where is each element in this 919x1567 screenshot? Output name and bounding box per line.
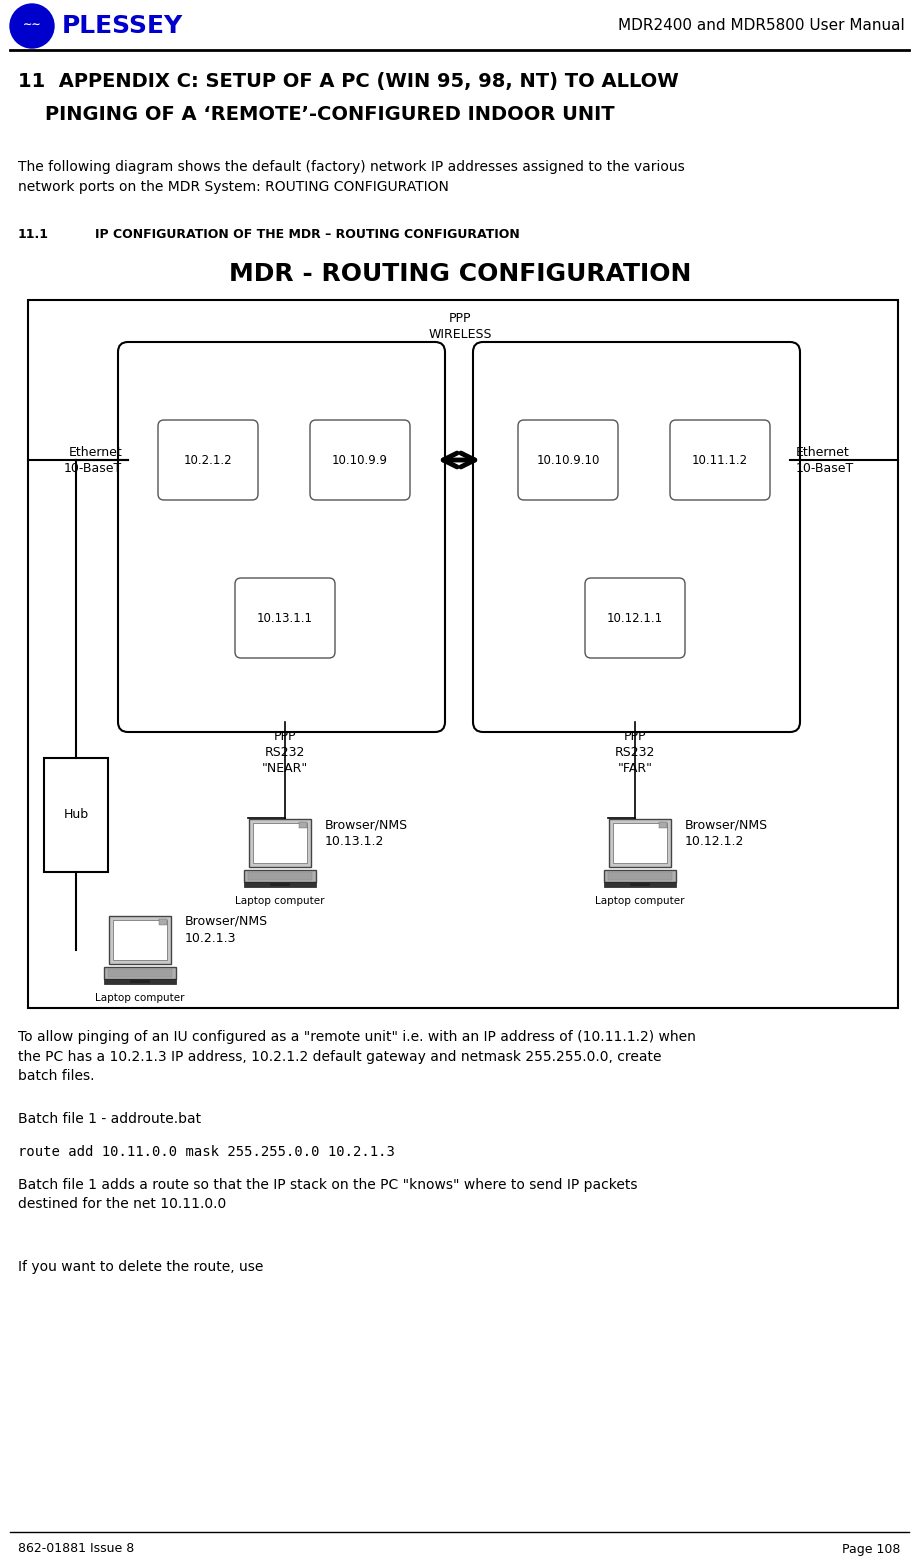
Text: 10.11.1.2: 10.11.1.2 <box>692 453 748 467</box>
FancyBboxPatch shape <box>670 420 770 500</box>
Text: Batch file 1 adds a route so that the IP stack on the PC "knows" where to send I: Batch file 1 adds a route so that the IP… <box>18 1178 638 1211</box>
Text: PINGING OF A ‘REMOTE’-CONFIGURED INDOOR UNIT: PINGING OF A ‘REMOTE’-CONFIGURED INDOOR … <box>18 105 615 124</box>
Bar <box>613 823 667 863</box>
Bar <box>244 870 316 882</box>
Bar <box>104 967 176 979</box>
FancyBboxPatch shape <box>118 342 445 732</box>
Bar <box>630 882 650 885</box>
Text: 862-01881 Issue 8: 862-01881 Issue 8 <box>18 1542 134 1556</box>
Text: Browser/NMS
10.2.1.3: Browser/NMS 10.2.1.3 <box>185 915 268 945</box>
Text: Browser/NMS
10.13.1.2: Browser/NMS 10.13.1.2 <box>325 818 408 848</box>
Text: ∼∼: ∼∼ <box>23 20 41 31</box>
Bar <box>270 882 290 885</box>
Bar <box>249 820 311 867</box>
Bar <box>659 823 667 827</box>
Bar <box>113 920 167 961</box>
Text: Ethernet
10-BaseT: Ethernet 10-BaseT <box>796 445 855 475</box>
FancyBboxPatch shape <box>585 578 685 658</box>
Text: Hub: Hub <box>63 809 88 821</box>
Text: 10.10.9.10: 10.10.9.10 <box>537 453 600 467</box>
Text: 11  APPENDIX C: SETUP OF A PC (WIN 95, 98, NT) TO ALLOW: 11 APPENDIX C: SETUP OF A PC (WIN 95, 98… <box>18 72 679 91</box>
Bar <box>608 871 672 881</box>
Text: To allow pinging of an IU configured as a "remote unit" i.e. with an IP address : To allow pinging of an IU configured as … <box>18 1030 696 1083</box>
Text: route add 10.11.0.0 mask 255.255.0.0 10.2.1.3: route add 10.11.0.0 mask 255.255.0.0 10.… <box>18 1145 395 1160</box>
Bar <box>253 823 307 863</box>
Text: If you want to delete the route, use: If you want to delete the route, use <box>18 1260 264 1274</box>
Bar <box>109 917 171 964</box>
Text: Laptop computer: Laptop computer <box>596 896 685 906</box>
Circle shape <box>10 5 54 49</box>
Text: Ethernet
10-BaseT: Ethernet 10-BaseT <box>63 445 122 475</box>
Text: "NEAR": "NEAR" <box>262 762 308 776</box>
Bar <box>604 882 676 887</box>
Bar <box>108 968 172 976</box>
Text: Page 108: Page 108 <box>842 1542 900 1556</box>
Bar <box>130 979 150 983</box>
Text: PPP
RS232: PPP RS232 <box>615 730 655 758</box>
FancyBboxPatch shape <box>310 420 410 500</box>
Text: Laptop computer: Laptop computer <box>235 896 324 906</box>
FancyBboxPatch shape <box>473 342 800 732</box>
Text: IP CONFIGURATION OF THE MDR – ROUTING CONFIGURATION: IP CONFIGURATION OF THE MDR – ROUTING CO… <box>95 229 520 241</box>
Text: Laptop computer: Laptop computer <box>96 993 185 1003</box>
Bar <box>299 823 307 827</box>
FancyBboxPatch shape <box>235 578 335 658</box>
Bar <box>244 882 316 887</box>
Text: MDR - ROUTING CONFIGURATION: MDR - ROUTING CONFIGURATION <box>229 262 691 287</box>
Text: PPP
RS232: PPP RS232 <box>265 730 305 758</box>
Text: PLESSEY: PLESSEY <box>62 14 183 38</box>
Text: 11.1: 11.1 <box>18 229 49 241</box>
Text: 10.2.1.2: 10.2.1.2 <box>184 453 233 467</box>
FancyBboxPatch shape <box>158 420 258 500</box>
Bar <box>44 758 108 871</box>
Bar <box>248 871 312 881</box>
Bar <box>609 820 671 867</box>
Bar <box>604 870 676 882</box>
Text: "FAR": "FAR" <box>618 762 652 776</box>
Text: PPP
WIRELESS: PPP WIRELESS <box>428 312 492 342</box>
Bar <box>159 918 167 925</box>
Text: 10.13.1.1: 10.13.1.1 <box>257 611 313 625</box>
Text: The following diagram shows the default (factory) network IP addresses assigned : The following diagram shows the default … <box>18 160 685 193</box>
Bar <box>28 299 898 1008</box>
Text: 10.12.1.1: 10.12.1.1 <box>607 611 664 625</box>
Text: MDR2400 and MDR5800 User Manual: MDR2400 and MDR5800 User Manual <box>618 19 905 33</box>
FancyBboxPatch shape <box>518 420 618 500</box>
Text: Browser/NMS
10.12.1.2: Browser/NMS 10.12.1.2 <box>685 818 768 848</box>
Text: Batch file 1 - addroute.bat: Batch file 1 - addroute.bat <box>18 1113 201 1127</box>
Bar <box>104 979 176 984</box>
Text: 10.10.9.9: 10.10.9.9 <box>332 453 388 467</box>
